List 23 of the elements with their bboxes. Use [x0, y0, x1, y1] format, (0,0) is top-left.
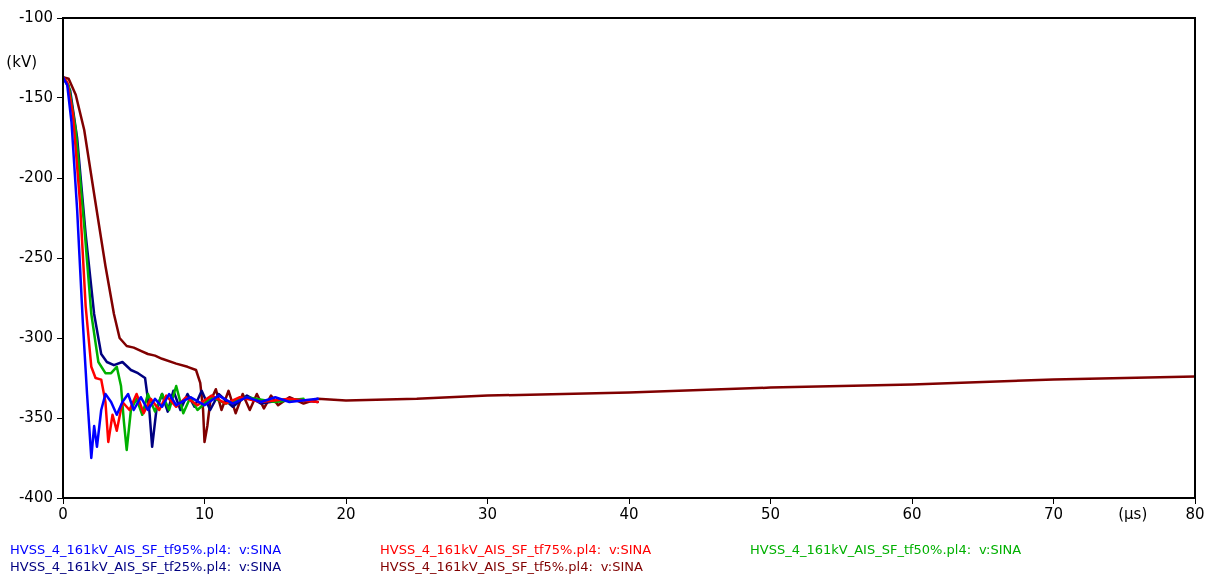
text: HVSS_4_161kV_AIS_SF_tf50%.pl4: v:SINA [750, 542, 1022, 557]
y-tick-label: -400 [18, 487, 53, 506]
x-tick-label: 80 [1185, 504, 1205, 523]
y-tick-label: -200 [18, 167, 53, 186]
x-tick-label: 70 [1043, 504, 1064, 523]
text: HVSS_4_161kV_AIS_SF_tf5%.pl4: v:SINA [380, 559, 643, 574]
y-axis-title: (kV) [6, 52, 37, 71]
text: HVSS_4_161kV_AIS_SF_tf25%.pl4: v:SINA [10, 559, 282, 574]
text: HVSS_4_161kV_AIS_SF_tf75%.pl4: v:SINA [380, 542, 652, 557]
x-tick-label: 50 [760, 504, 781, 523]
y-tick-label: -350 [18, 407, 53, 426]
y-tick-label: -150 [18, 87, 53, 106]
x-axis-title: (µs) [1118, 505, 1148, 524]
y-tick-label: -250 [18, 247, 53, 266]
y-tick-label: -300 [18, 327, 53, 346]
text: HVSS_4_161kV_AIS_SF_tf95%.pl4: v:SINA [10, 542, 282, 557]
x-tick-label: 40 [619, 504, 639, 523]
x-tick-label: 20 [336, 504, 356, 523]
x-tick-label: 10 [194, 504, 215, 523]
y-tick-label: -100 [18, 7, 53, 26]
x-tick-label: 60 [902, 504, 922, 523]
x-tick-label: 0 [58, 504, 68, 523]
x-tick-label: 30 [477, 504, 498, 523]
